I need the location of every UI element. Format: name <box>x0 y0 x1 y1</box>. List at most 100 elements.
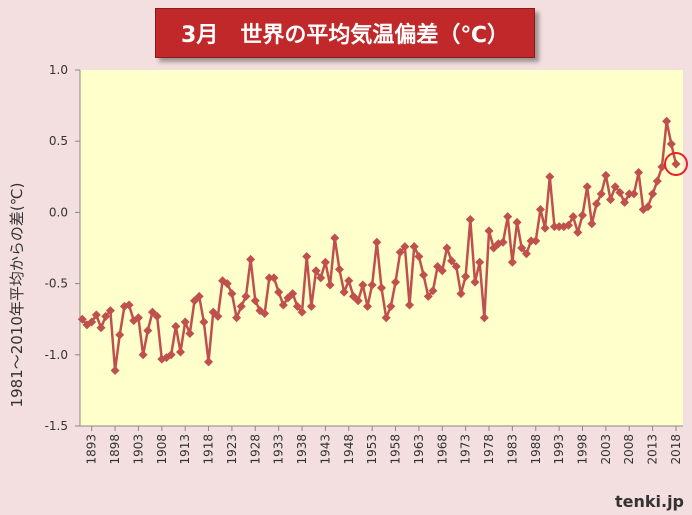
data-point <box>568 212 578 222</box>
data-point <box>246 254 256 264</box>
x-tick-label: 1963 <box>412 434 426 465</box>
data-point <box>372 237 382 247</box>
data-point <box>470 277 480 287</box>
data-point <box>260 309 270 319</box>
data-point <box>428 286 438 296</box>
x-tick-label: 1968 <box>435 434 449 465</box>
data-point <box>386 301 396 311</box>
x-tick-label: 2013 <box>646 434 660 465</box>
data-point <box>171 321 181 331</box>
data-point <box>274 287 284 297</box>
data-point <box>227 289 237 299</box>
data-point <box>124 300 134 310</box>
data-point <box>138 350 148 360</box>
data-point <box>87 317 97 327</box>
data-point <box>381 313 391 323</box>
data-point <box>484 226 494 236</box>
data-point <box>199 317 209 327</box>
data-point <box>180 317 190 327</box>
y-tick-label: -1.5 <box>45 419 68 433</box>
x-tick-label: 1958 <box>389 434 403 465</box>
x-tick-label: 1953 <box>365 434 379 465</box>
data-point <box>601 170 611 180</box>
data-point <box>414 252 424 262</box>
data-point <box>353 296 363 306</box>
x-tick-label: 1913 <box>178 434 192 465</box>
data-point <box>325 280 335 290</box>
data-point <box>447 256 457 266</box>
data-point <box>334 264 344 274</box>
data-point <box>297 307 307 317</box>
data-point <box>437 266 447 276</box>
data-point <box>465 215 475 225</box>
data-point <box>185 328 195 338</box>
data-point <box>292 301 302 311</box>
data-point <box>596 189 606 199</box>
data-point <box>358 280 368 290</box>
x-tick-label: 1998 <box>576 434 590 465</box>
data-point <box>573 227 583 237</box>
data-point <box>517 243 527 253</box>
chart-title: 3月 世界の平均気温偏差（℃） <box>155 8 535 58</box>
data-point <box>512 217 522 227</box>
data-point <box>119 301 129 311</box>
data-point <box>451 262 461 272</box>
x-tick-label: 1973 <box>459 434 473 465</box>
data-point <box>362 301 372 311</box>
x-tick-label: 1898 <box>108 434 122 465</box>
data-point <box>624 189 634 199</box>
data-point <box>503 212 513 222</box>
data-point <box>549 222 559 232</box>
x-tick-label: 1948 <box>342 434 356 465</box>
data-point <box>395 247 405 257</box>
data-point <box>610 182 620 192</box>
x-tick-label: 1918 <box>202 434 216 465</box>
data-point <box>666 139 676 149</box>
data-point <box>629 189 639 199</box>
data-point <box>563 220 573 230</box>
data-point <box>302 252 312 262</box>
x-tick-label: 1993 <box>552 434 566 465</box>
data-point <box>115 330 125 340</box>
data-point <box>101 311 111 321</box>
data-point <box>479 313 489 323</box>
data-point <box>521 249 531 259</box>
y-tick-label: 0.0 <box>49 205 68 219</box>
data-point <box>269 273 279 283</box>
data-point <box>133 313 143 323</box>
data-point <box>105 306 115 316</box>
data-point <box>423 291 433 301</box>
x-tick-label: 1923 <box>225 434 239 465</box>
data-point <box>204 357 214 367</box>
data-point <box>250 296 260 306</box>
data-point <box>405 300 415 310</box>
data-point <box>648 189 658 199</box>
data-point <box>507 257 517 267</box>
data-point <box>662 116 672 126</box>
y-tick-label: 1.0 <box>49 63 68 77</box>
data-point <box>311 266 321 276</box>
data-point <box>236 301 246 311</box>
data-point <box>578 210 587 220</box>
data-point <box>535 205 545 215</box>
x-tick-label: 1928 <box>248 434 262 465</box>
data-point <box>531 236 541 246</box>
data-point <box>582 182 592 192</box>
data-point <box>367 280 377 290</box>
data-point <box>671 159 681 169</box>
data-point <box>306 301 316 311</box>
x-tick-label: 1933 <box>272 434 286 465</box>
x-tick-label: 1938 <box>295 434 309 465</box>
data-point <box>96 323 106 333</box>
logo: tenki.jp <box>614 492 684 511</box>
x-tick-label: 1903 <box>131 434 145 465</box>
y-tick-label: -0.5 <box>45 277 68 291</box>
y-tick-label: -1.0 <box>45 348 68 362</box>
data-point <box>222 279 232 289</box>
plot-area <box>80 70 683 426</box>
data-point <box>615 187 625 197</box>
data-point <box>456 289 466 299</box>
y-axis-label: 1981～2010年平均からの差(℃) <box>8 183 26 408</box>
data-point <box>526 236 536 246</box>
